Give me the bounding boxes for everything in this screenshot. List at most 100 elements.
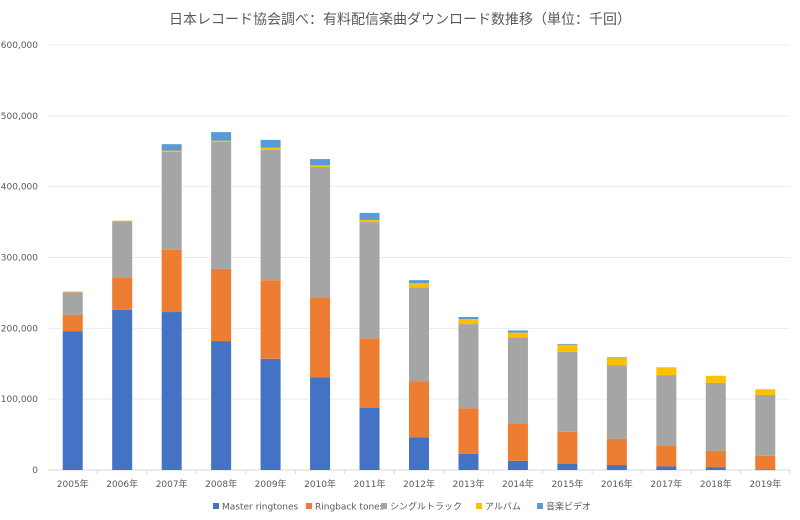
bar-segment	[557, 431, 578, 464]
legend-swatch	[213, 503, 219, 509]
bar-segment	[211, 132, 232, 141]
x-tick-label: 2011年	[354, 478, 386, 490]
bar-segment	[705, 467, 726, 470]
bar-segment	[458, 408, 479, 454]
bar-segment	[507, 332, 528, 338]
bar-segment	[507, 330, 528, 333]
legend-label: 音楽ビデオ	[546, 501, 591, 513]
bar-segment	[755, 394, 776, 456]
legend-label: シングルトラック	[390, 501, 462, 513]
x-tick-label: 2018年	[700, 478, 732, 490]
x-tick-label: 2015年	[551, 478, 583, 490]
bar-segment	[656, 445, 677, 467]
bar-segment	[211, 142, 232, 269]
bar-segment	[211, 140, 232, 143]
x-tick-label: 2014年	[502, 478, 534, 490]
bar-segment	[557, 351, 578, 432]
bar-segment	[705, 450, 726, 468]
x-axis-ticks: 2005年 2006年 2007年 2008年 2009年 2010年 2011年 2012年…	[57, 470, 791, 490]
x-tick-label: 2019年	[749, 478, 781, 490]
bar-segment	[507, 423, 528, 461]
legend-swatch	[537, 503, 543, 509]
bar-segment	[310, 297, 331, 378]
bar-segment	[458, 317, 479, 320]
y-axis-ticks: 0 100,000 200,000 300,000 400,000 500,000 600,…	[1, 41, 38, 476]
legend-swatch	[476, 503, 482, 509]
x-tick-label: 2006年	[106, 478, 138, 490]
bar-segment	[359, 407, 380, 470]
legend-label: アルバム	[485, 502, 521, 513]
bar-segment	[211, 341, 232, 470]
bar-segment	[260, 149, 281, 281]
x-tick-label: 2016年	[601, 478, 633, 490]
x-tick-label: 2005年	[57, 478, 89, 490]
bar-segment	[656, 367, 677, 376]
legend-label: Ringback tones	[315, 503, 385, 513]
bar-segment	[211, 268, 232, 342]
bar-segment	[310, 377, 331, 470]
bar-segment	[507, 460, 528, 470]
bar-segment	[656, 466, 677, 470]
bar-segment	[705, 375, 726, 383]
bar-segment	[112, 309, 133, 470]
bars	[62, 132, 776, 471]
y-tick-label: 500,000	[1, 112, 38, 122]
bar-segment	[458, 453, 479, 470]
bar-segment	[260, 280, 281, 359]
bar-segment	[310, 166, 331, 298]
bar-segment	[62, 314, 83, 332]
y-tick-label: 0	[32, 466, 38, 476]
bar-segment	[755, 455, 776, 470]
bar-segment	[705, 382, 726, 451]
x-tick-label: 2010年	[304, 478, 336, 490]
bar-segment	[161, 144, 182, 151]
bar-segment	[409, 287, 429, 382]
bar-segment	[310, 165, 331, 167]
y-tick-label: 200,000	[1, 324, 38, 334]
legend-label: Master ringtones	[222, 503, 298, 513]
bar-segment	[557, 344, 578, 352]
bar-segment	[310, 159, 331, 166]
bar-segment	[606, 438, 627, 466]
bar-segment	[260, 358, 281, 470]
x-tick-label: 2007年	[156, 478, 188, 490]
bar-segment	[161, 249, 182, 313]
bar-segment	[656, 375, 677, 446]
x-tick-label: 2012年	[403, 478, 435, 490]
x-tick-label: 2017年	[650, 478, 682, 490]
bar-segment	[557, 343, 578, 345]
bar-segment	[359, 222, 380, 339]
bar-segment	[359, 212, 380, 220]
bar-segment	[409, 381, 429, 438]
bar-segment	[112, 221, 133, 278]
x-tick-label: 2008年	[205, 478, 237, 490]
bar-segment	[409, 283, 429, 288]
bar-segment	[557, 463, 578, 470]
bar-segment	[161, 150, 182, 152]
legend-swatch	[381, 503, 387, 509]
x-tick-label: 2013年	[453, 478, 485, 490]
bar-segment	[62, 291, 83, 293]
bar-segment	[606, 357, 627, 359]
bar-segment	[409, 437, 429, 470]
bar-segment	[409, 280, 429, 283]
legend-swatch	[306, 503, 312, 509]
y-tick-label: 100,000	[1, 395, 38, 405]
bar-segment	[507, 337, 528, 424]
x-tick-label: 2009年	[255, 478, 287, 490]
y-tick-label: 400,000	[1, 183, 38, 193]
bar-segment	[161, 312, 182, 470]
bar-segment	[62, 292, 83, 315]
bar-segment	[755, 469, 776, 471]
bar-segment	[260, 139, 281, 148]
bar-segment	[112, 277, 133, 310]
bar-segment	[161, 151, 182, 250]
bar-segment	[606, 465, 627, 470]
chart-title: 日本レコード協会調べ：有料配信楽曲ダウンロード数推移（単位：千回）	[169, 12, 631, 28]
bar-segment	[112, 220, 133, 222]
bar-segment	[62, 331, 83, 470]
y-tick-label: 300,000	[1, 254, 38, 264]
bar-segment	[359, 219, 380, 223]
bar-segment	[606, 358, 627, 366]
